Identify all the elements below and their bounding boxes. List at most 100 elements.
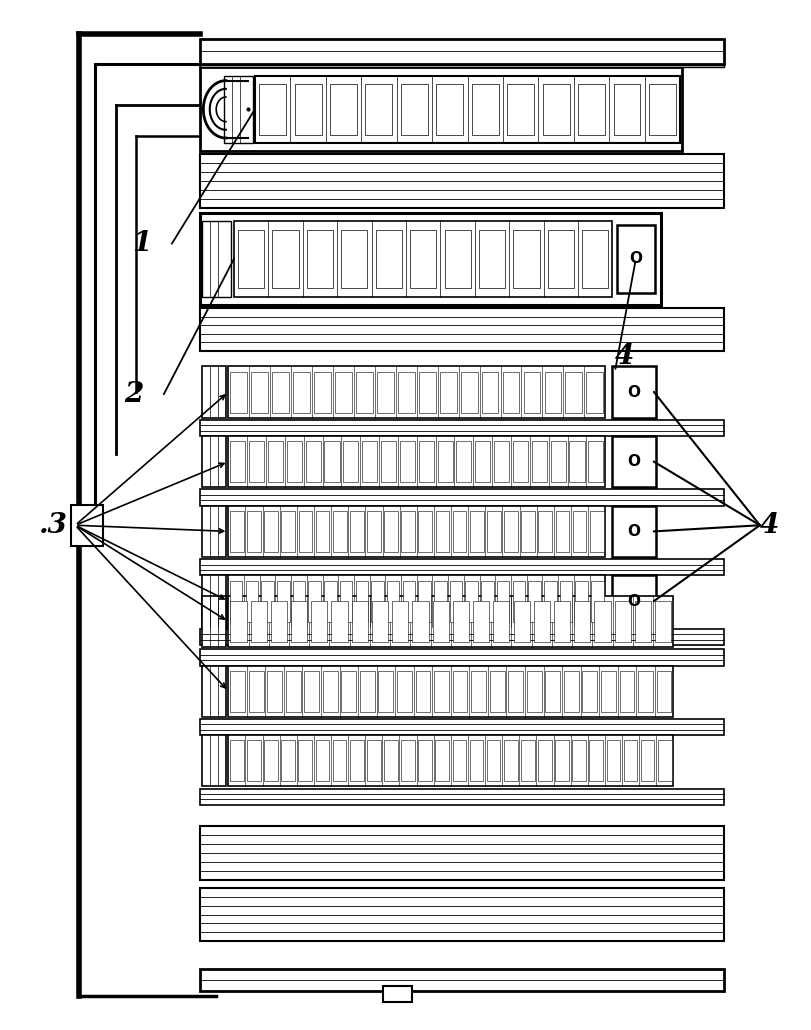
Bar bbox=[247, 741, 261, 782]
Bar bbox=[461, 372, 478, 413]
Bar bbox=[335, 372, 352, 413]
Bar bbox=[260, 83, 286, 135]
Bar bbox=[418, 441, 434, 482]
Bar bbox=[544, 372, 561, 413]
Bar bbox=[200, 649, 723, 665]
Bar bbox=[544, 581, 556, 621]
Bar bbox=[340, 581, 353, 621]
Bar bbox=[591, 581, 603, 621]
Bar bbox=[534, 602, 550, 642]
Bar bbox=[249, 671, 264, 712]
Bar bbox=[564, 671, 579, 712]
Bar bbox=[277, 581, 290, 621]
Bar bbox=[264, 511, 278, 552]
Bar bbox=[375, 230, 402, 287]
Bar bbox=[200, 826, 723, 880]
Bar bbox=[304, 671, 320, 712]
Bar bbox=[576, 581, 588, 621]
Bar bbox=[230, 511, 244, 552]
Bar bbox=[251, 602, 267, 642]
Bar bbox=[291, 602, 307, 642]
Bar bbox=[225, 75, 253, 143]
Bar bbox=[71, 505, 104, 546]
Bar bbox=[298, 741, 312, 782]
Bar bbox=[371, 581, 384, 621]
Bar bbox=[457, 441, 471, 482]
Bar bbox=[471, 671, 486, 712]
Bar bbox=[311, 602, 328, 642]
Bar bbox=[330, 83, 357, 135]
Bar bbox=[594, 602, 611, 642]
Bar bbox=[298, 511, 312, 552]
Bar bbox=[649, 83, 676, 135]
Bar bbox=[200, 67, 682, 151]
Bar bbox=[314, 372, 331, 413]
Bar bbox=[578, 83, 605, 135]
Bar bbox=[453, 671, 467, 712]
Bar bbox=[202, 506, 226, 557]
Bar bbox=[582, 671, 597, 712]
Bar bbox=[655, 602, 672, 642]
Bar bbox=[470, 511, 483, 552]
Bar bbox=[306, 441, 320, 482]
Bar bbox=[202, 367, 226, 418]
Text: 4: 4 bbox=[760, 512, 779, 539]
Bar bbox=[588, 441, 603, 482]
Bar bbox=[507, 83, 534, 135]
Bar bbox=[527, 671, 542, 712]
Bar bbox=[294, 83, 321, 135]
Text: O: O bbox=[629, 251, 642, 267]
Bar bbox=[444, 230, 470, 287]
Bar bbox=[547, 230, 574, 287]
Bar bbox=[281, 741, 295, 782]
Bar bbox=[569, 441, 585, 482]
Bar bbox=[200, 65, 723, 67]
Bar bbox=[560, 581, 573, 621]
Bar bbox=[200, 489, 723, 506]
Bar bbox=[251, 372, 268, 413]
Bar bbox=[573, 511, 586, 552]
Bar bbox=[556, 511, 569, 552]
Bar bbox=[611, 436, 656, 487]
Bar bbox=[607, 741, 620, 782]
Bar bbox=[229, 506, 605, 557]
Bar bbox=[574, 602, 590, 642]
Bar bbox=[504, 511, 518, 552]
Bar bbox=[200, 969, 723, 991]
Bar bbox=[513, 441, 528, 482]
Bar bbox=[635, 602, 651, 642]
Bar bbox=[434, 581, 447, 621]
Text: O: O bbox=[628, 454, 641, 470]
Bar bbox=[521, 511, 535, 552]
Bar bbox=[341, 671, 356, 712]
Bar bbox=[453, 511, 466, 552]
Bar bbox=[381, 441, 396, 482]
Bar bbox=[366, 83, 393, 135]
Text: 1: 1 bbox=[132, 230, 152, 258]
Bar bbox=[229, 576, 605, 626]
Bar bbox=[453, 602, 469, 642]
Bar bbox=[393, 602, 408, 642]
Bar bbox=[466, 581, 478, 621]
Bar bbox=[412, 602, 428, 642]
Text: 4: 4 bbox=[615, 343, 634, 370]
Bar bbox=[487, 511, 500, 552]
Bar bbox=[528, 581, 541, 621]
Bar bbox=[418, 511, 432, 552]
Bar bbox=[556, 741, 569, 782]
Bar bbox=[479, 230, 505, 287]
Bar bbox=[230, 602, 247, 642]
Bar bbox=[573, 741, 586, 782]
Bar bbox=[437, 441, 453, 482]
Bar bbox=[481, 581, 494, 621]
Bar bbox=[401, 511, 415, 552]
Bar bbox=[565, 372, 582, 413]
Bar bbox=[200, 719, 723, 735]
Bar bbox=[355, 581, 368, 621]
Bar bbox=[475, 441, 491, 482]
Bar bbox=[238, 230, 264, 287]
Bar bbox=[513, 230, 539, 287]
Bar bbox=[363, 441, 377, 482]
Bar bbox=[352, 602, 368, 642]
Bar bbox=[272, 372, 289, 413]
